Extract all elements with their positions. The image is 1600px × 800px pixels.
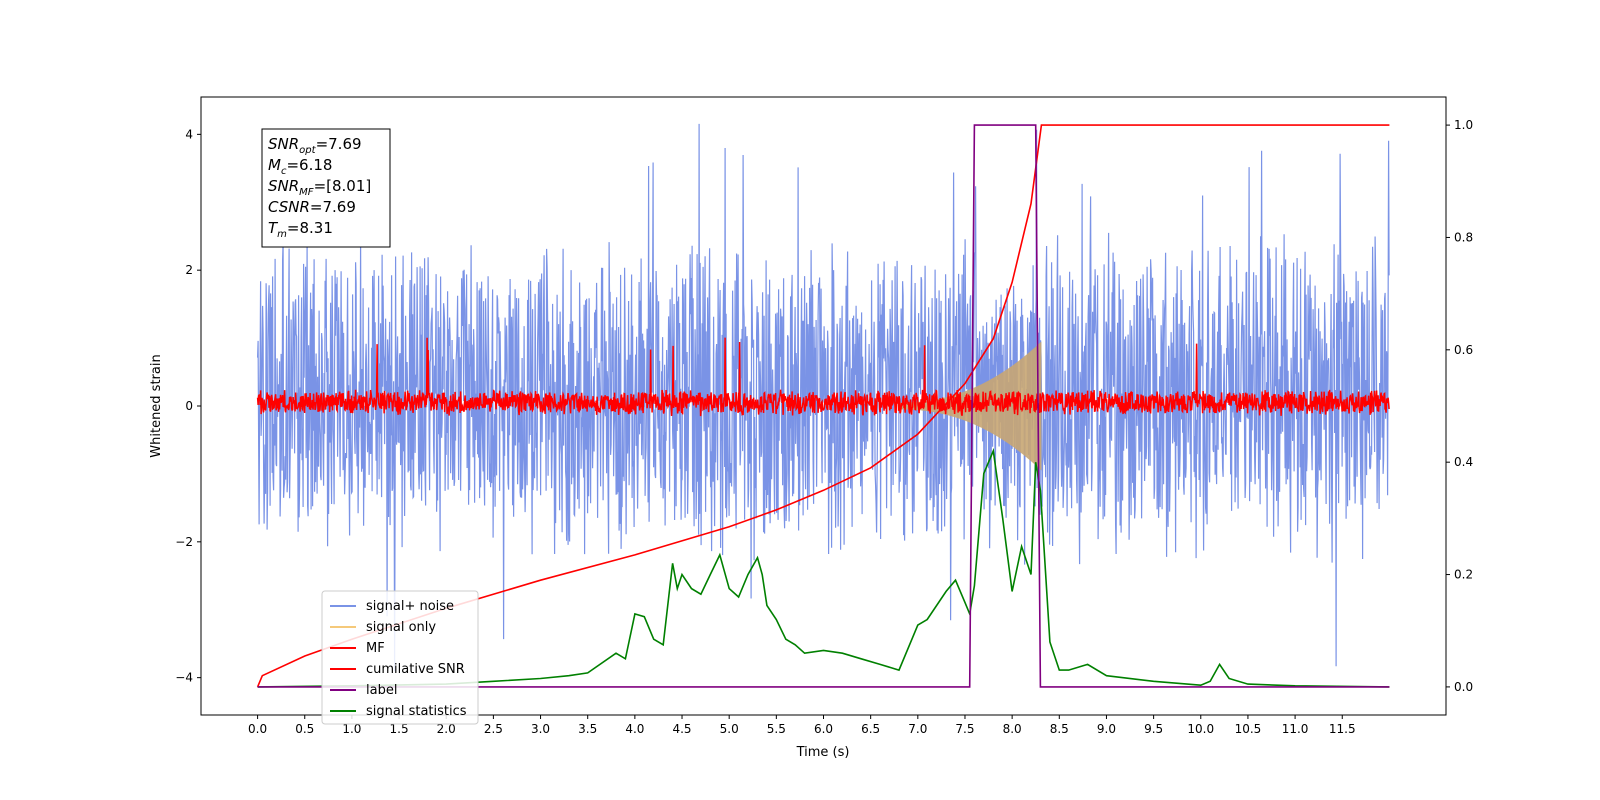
series-signal-noise (257, 123, 1390, 672)
x-tick-label: 7.5 (955, 722, 974, 736)
y-tick-label-left: 0 (185, 399, 193, 413)
annotation-symbol: T (268, 219, 279, 237)
annotation-symbol: M (268, 156, 281, 174)
x-tick-label: 4.0 (625, 722, 644, 736)
x-tick-label: 3.5 (578, 722, 597, 736)
x-tick-label: 4.5 (672, 722, 691, 736)
annotation-subscript: opt (299, 145, 316, 156)
x-axis-label: Time (s) (796, 745, 850, 760)
x-tick-label: 0.5 (295, 722, 314, 736)
x-tick-label: 7.0 (908, 722, 927, 736)
legend-label-signal-statistics: signal statistics (366, 704, 467, 719)
annotation-subscript: MF (299, 187, 314, 198)
annotation-subscript: c (281, 166, 287, 177)
x-tick-label: 10.0 (1187, 722, 1214, 736)
series-signal-statistics (257, 447, 1390, 688)
x-tick-label: 0.0 (248, 722, 267, 736)
annotation-box: SNRopt=7.69Mc=6.18SNRMF=[8.01]CSNR=7.69T… (261, 128, 391, 248)
legend: signal+ noise signal only MF cumilative SNR… (321, 590, 479, 725)
x-tick-label: 8.0 (1003, 722, 1022, 736)
annotation-value: =[8.01] (314, 177, 372, 195)
annotation-value: =7.69 (310, 198, 356, 216)
legend-frame (321, 590, 479, 725)
annotation-value: =8.31 (287, 219, 333, 237)
x-axis-ticks: 0.0 0.5 1.0 1.5 2.0 2.5 3.0 3.5 4.0 4.5 5.0 5.5 6.0 6… (248, 715, 1356, 736)
x-tick-label: 8.5 (1050, 722, 1069, 736)
y-tick-label-right: 0.8 (1454, 230, 1473, 244)
legend-label-mf: MF (366, 641, 385, 656)
annotation-value: =6.18 (286, 156, 332, 174)
annotation-frame (261, 128, 391, 248)
x-tick-label: 5.0 (720, 722, 739, 736)
x-tick-label: 6.5 (861, 722, 880, 736)
series-label (257, 124, 1390, 688)
y-tick-label-right: 0.0 (1454, 680, 1473, 694)
x-tick-label: 3.0 (531, 722, 550, 736)
legend-label-signal-only: signal only (366, 620, 436, 635)
annotation-symbol: SNR (268, 135, 299, 153)
annotation-subscript: m (277, 229, 287, 240)
series-line (257, 123, 1390, 672)
y-axis-right-ticks: 0.0 0.2 0.4 0.6 0.8 1.0 (1446, 118, 1473, 694)
y-axis-label: Whitened strain (149, 354, 164, 457)
annotation-line: SNRopt=7.69 (268, 135, 362, 156)
x-tick-label: 11.0 (1282, 722, 1309, 736)
annotation-line: CSNR=7.69 (268, 198, 356, 216)
x-tick-label: 9.5 (1144, 722, 1163, 736)
x-tick-label: 10.5 (1235, 722, 1262, 736)
x-tick-label: 1.0 (342, 722, 361, 736)
legend-label-cumilative-snr: cumilative SNR (366, 662, 465, 677)
x-tick-label: 1.5 (390, 722, 409, 736)
series-line (257, 447, 1390, 688)
y-tick-label-left: −4 (175, 671, 193, 685)
annotation-symbol: CSNR (268, 198, 310, 216)
x-tick-label: 5.5 (767, 722, 786, 736)
x-tick-label: 6.0 (814, 722, 833, 736)
x-tick-label: 9.0 (1097, 722, 1116, 736)
y-tick-label-left: 4 (185, 127, 193, 141)
y-tick-label-right: 0.2 (1454, 568, 1473, 582)
annotation-value: =7.69 (316, 135, 362, 153)
x-tick-label: 2.0 (437, 722, 456, 736)
legend-label-label: label (366, 683, 397, 698)
x-tick-label: 2.5 (484, 722, 503, 736)
y-axis-left-ticks: −4 −2 0 2 4 (175, 127, 201, 685)
y-tick-label-right: 0.6 (1454, 343, 1473, 357)
annotation-symbol: SNR (268, 177, 299, 195)
annotation-line: Mc=6.18 (268, 156, 332, 177)
annotation-line: Tm=8.31 (268, 219, 333, 240)
series-mf (256, 337, 1390, 417)
x-tick-label: 11.5 (1329, 722, 1356, 736)
y-tick-label-right: 0.4 (1454, 455, 1473, 469)
y-tick-label-left: 2 (185, 263, 193, 277)
series-line (257, 124, 1390, 688)
legend-label-signal-noise: signal+ noise (366, 599, 454, 614)
y-tick-label-left: −2 (175, 535, 193, 549)
annotation-line: SNRMF=[8.01] (268, 177, 371, 198)
series-line (256, 337, 1390, 417)
y-tick-label-right: 1.0 (1454, 118, 1473, 132)
